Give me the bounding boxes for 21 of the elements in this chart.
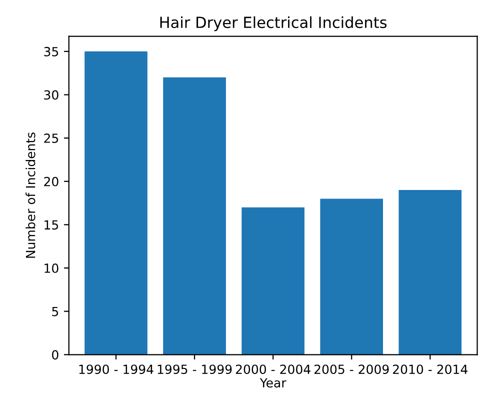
x-tick-label: 1995 - 1999 (158, 364, 232, 374)
bar (84, 51, 148, 355)
bar (163, 77, 226, 355)
bar (398, 190, 462, 355)
x-tick-label: 2000 - 2004 (236, 364, 310, 374)
y-tick-label: 0 (52, 350, 58, 360)
x-tick-label: 2005 - 2009 (314, 364, 389, 374)
y-tick-label: 25 (44, 134, 58, 143)
y-tick-label: 35 (44, 46, 58, 56)
y-tick-label: 20 (44, 176, 58, 186)
y-tick-label: 30 (44, 90, 58, 100)
chart-title: Hair Dryer Electrical Incidents (160, 16, 387, 32)
y-tick-label: 15 (44, 220, 58, 230)
x-tick-label: 1990 - 1994 (79, 364, 154, 374)
x-tick-label: 2010 - 2014 (393, 364, 468, 374)
x-axis-title: Year (260, 378, 286, 388)
y-tick-label: 10 (44, 263, 58, 273)
bar (242, 207, 304, 355)
bar (320, 198, 384, 355)
y-tick-label: 5 (52, 306, 58, 316)
y-axis-title: Number of Incidents (26, 132, 36, 258)
